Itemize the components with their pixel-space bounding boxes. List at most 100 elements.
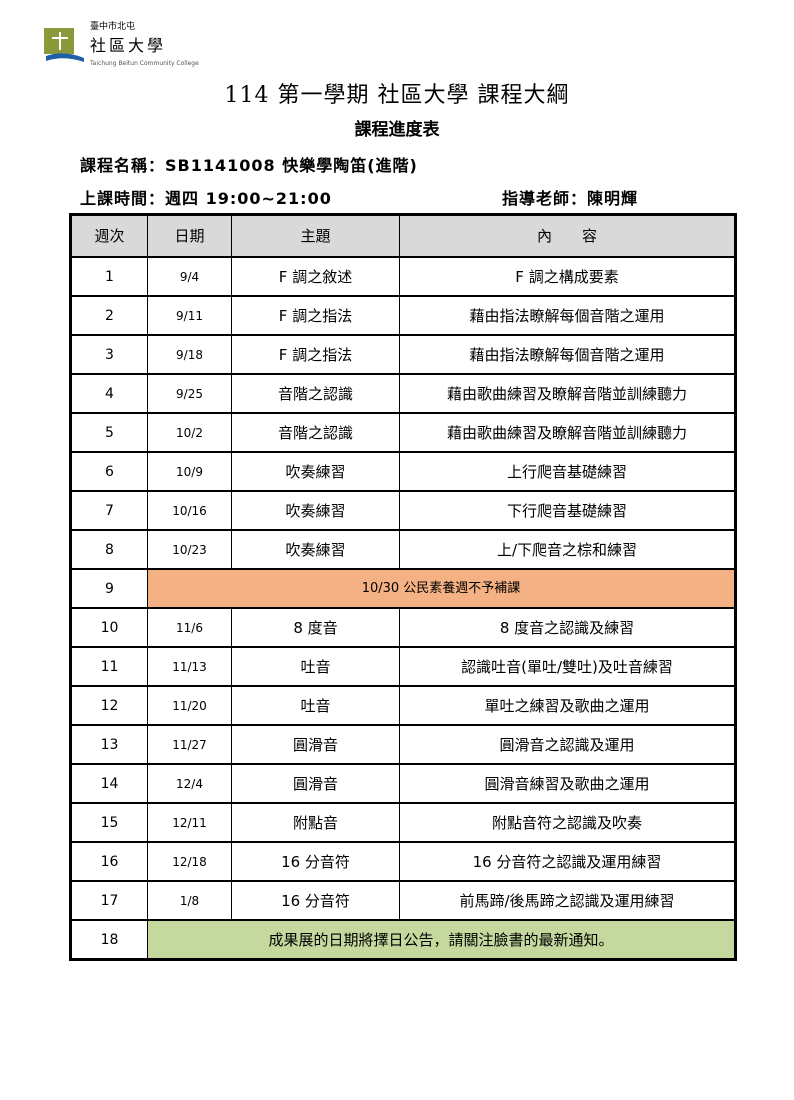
table-row: 1 9/4 F 調之敘述 F 調之構成要素: [70, 256, 736, 297]
date-cell: 10/9: [147, 451, 232, 492]
date-cell: 12/18: [147, 841, 232, 882]
logo-top-text: 臺中市北屯: [90, 22, 136, 32]
table-row: 17 1/8 16 分音符 前馬蹄/後馬蹄之認識及運用練習: [70, 880, 736, 921]
date-cell: 1/8: [147, 880, 232, 921]
topic-cell: 圓滑音: [231, 763, 400, 804]
content-cell: 認識吐音(單吐/雙吐)及吐音練習: [399, 646, 736, 687]
content-cell: 藉由歌曲練習及瞭解音階並訓練聽力: [399, 373, 736, 414]
week-cell: 18: [70, 919, 148, 960]
table-row: 15 12/11 附點音 附點音符之認識及吹奏: [70, 802, 736, 843]
content-cell: 上/下爬音之棕和練習: [399, 529, 736, 570]
date-cell: 9/11: [147, 295, 232, 336]
page-subtitle: 課程進度表: [354, 120, 440, 140]
note-cell: 成果展的日期將擇日公告，請關注臉書的最新通知。: [147, 919, 736, 960]
header-date: 日期: [147, 214, 232, 258]
header-topic: 主題: [231, 214, 400, 258]
note-cell: 10/30 公民素養週不予補課: [147, 568, 736, 609]
content-cell: 藉由指法瞭解每個音階之運用: [399, 295, 736, 336]
date-cell: 9/18: [147, 334, 232, 375]
table-row: 12 11/20 吐音 單吐之練習及歌曲之運用: [70, 685, 736, 726]
header-week: 週次: [70, 214, 148, 258]
week-cell: 3: [70, 334, 148, 375]
table-row: 7 10/16 吹奏練習 下行爬音基礎練習: [70, 490, 736, 531]
topic-cell: 16 分音符: [231, 880, 400, 921]
date-cell: 10/16: [147, 490, 232, 531]
date-cell: 12/11: [147, 802, 232, 843]
week-cell: 10: [70, 607, 148, 648]
date-cell: 11/13: [147, 646, 232, 687]
date-cell: 12/4: [147, 763, 232, 804]
content-cell: 附點音符之認識及吹奏: [399, 802, 736, 843]
topic-cell: 音階之認識: [231, 373, 400, 414]
header-content: 內 容: [399, 214, 736, 258]
week-cell: 4: [70, 373, 148, 414]
schedule-table: 週次 日期 主題 內 容 1 9/4 F 調之敘述 F 調之構成要素 2 9/11 F 調之…: [69, 213, 737, 961]
week-cell: 12: [70, 685, 148, 726]
table-row: 4 9/25 音階之認識 藉由歌曲練習及瞭解音階並訓練聽力: [70, 373, 736, 414]
date-cell: 11/6: [147, 607, 232, 648]
teacher: 指導老師：陳明輝: [502, 189, 639, 208]
table-row: 16 12/18 16 分音符 16 分音符之認識及運用練習: [70, 841, 736, 882]
table-row: 3 9/18 F 調之指法 藉由指法瞭解每個音階之運用: [70, 334, 736, 375]
week-cell: 16: [70, 841, 148, 882]
topic-cell: 吐音: [231, 685, 400, 726]
week-cell: 5: [70, 412, 148, 453]
content-cell: 圓滑音練習及歌曲之運用: [399, 763, 736, 804]
course-name: 課程名稱：SB1141008 快樂學陶笛(進階): [80, 156, 418, 175]
table-row: 6 10/9 吹奏練習 上行爬音基礎練習: [70, 451, 736, 492]
class-time: 上課時間：週四 19:00~21:00: [80, 189, 332, 208]
logo-name: 社區大學: [90, 36, 167, 55]
content-cell: 16 分音符之認識及運用練習: [399, 841, 736, 882]
table-row: 8 10/23 吹奏練習 上/下爬音之棕和練習: [70, 529, 736, 570]
week-cell: 7: [70, 490, 148, 531]
table-row: 13 11/27 圓滑音 圓滑音之認識及運用: [70, 724, 736, 765]
content-cell: 下行爬音基礎練習: [399, 490, 736, 531]
content-cell: 藉由指法瞭解每個音階之運用: [399, 334, 736, 375]
table-row: 9 10/30 公民素養週不予補課: [70, 568, 736, 609]
date-cell: 9/4: [147, 256, 232, 297]
topic-cell: 附點音: [231, 802, 400, 843]
topic-cell: F 調之指法: [231, 334, 400, 375]
table-header: 週次 日期 主題 內 容: [70, 214, 736, 258]
table-row: 18 成果展的日期將擇日公告，請關注臉書的最新通知。: [70, 919, 736, 960]
table-row: 14 12/4 圓滑音 圓滑音練習及歌曲之運用: [70, 763, 736, 804]
content-cell: F 調之構成要素: [399, 256, 736, 297]
topic-cell: 16 分音符: [231, 841, 400, 882]
topic-cell: 圓滑音: [231, 724, 400, 765]
topic-cell: F 調之指法: [231, 295, 400, 336]
table-row: 5 10/2 音階之認識 藉由歌曲練習及瞭解音階並訓練聽力: [70, 412, 736, 453]
logo: 臺中市北屯 社區大學 Taichung Beitun Community Col…: [44, 22, 199, 74]
date-cell: 10/2: [147, 412, 232, 453]
table-row: 2 9/11 F 調之指法 藉由指法瞭解每個音階之運用: [70, 295, 736, 336]
topic-cell: 吹奏練習: [231, 490, 400, 531]
topic-cell: 吹奏練習: [231, 529, 400, 570]
content-cell: 圓滑音之認識及運用: [399, 724, 736, 765]
week-cell: 11: [70, 646, 148, 687]
date-cell: 11/27: [147, 724, 232, 765]
content-cell: 單吐之練習及歌曲之運用: [399, 685, 736, 726]
date-cell: 9/25: [147, 373, 232, 414]
page-title: 114 第一學期 社區大學 課程大綱: [224, 83, 570, 108]
logo-sub: Taichung Beitun Community College: [90, 60, 199, 67]
week-cell: 17: [70, 880, 148, 921]
week-cell: 1: [70, 256, 148, 297]
week-cell: 14: [70, 763, 148, 804]
topic-cell: 吐音: [231, 646, 400, 687]
topic-cell: 吹奏練習: [231, 451, 400, 492]
content-cell: 藉由歌曲練習及瞭解音階並訓練聽力: [399, 412, 736, 453]
table-row: 11 11/13 吐音 認識吐音(單吐/雙吐)及吐音練習: [70, 646, 736, 687]
content-cell: 8 度音之認識及練習: [399, 607, 736, 648]
topic-cell: 音階之認識: [231, 412, 400, 453]
week-cell: 13: [70, 724, 148, 765]
week-cell: 2: [70, 295, 148, 336]
content-cell: 上行爬音基礎練習: [399, 451, 736, 492]
week-cell: 15: [70, 802, 148, 843]
week-cell: 8: [70, 529, 148, 570]
table-row: 10 11/6 8 度音 8 度音之認識及練習: [70, 607, 736, 648]
topic-cell: F 調之敘述: [231, 256, 400, 297]
content-cell: 前馬蹄/後馬蹄之認識及運用練習: [399, 880, 736, 921]
logo-mark-icon: [44, 28, 84, 62]
date-cell: 11/20: [147, 685, 232, 726]
topic-cell: 8 度音: [231, 607, 400, 648]
